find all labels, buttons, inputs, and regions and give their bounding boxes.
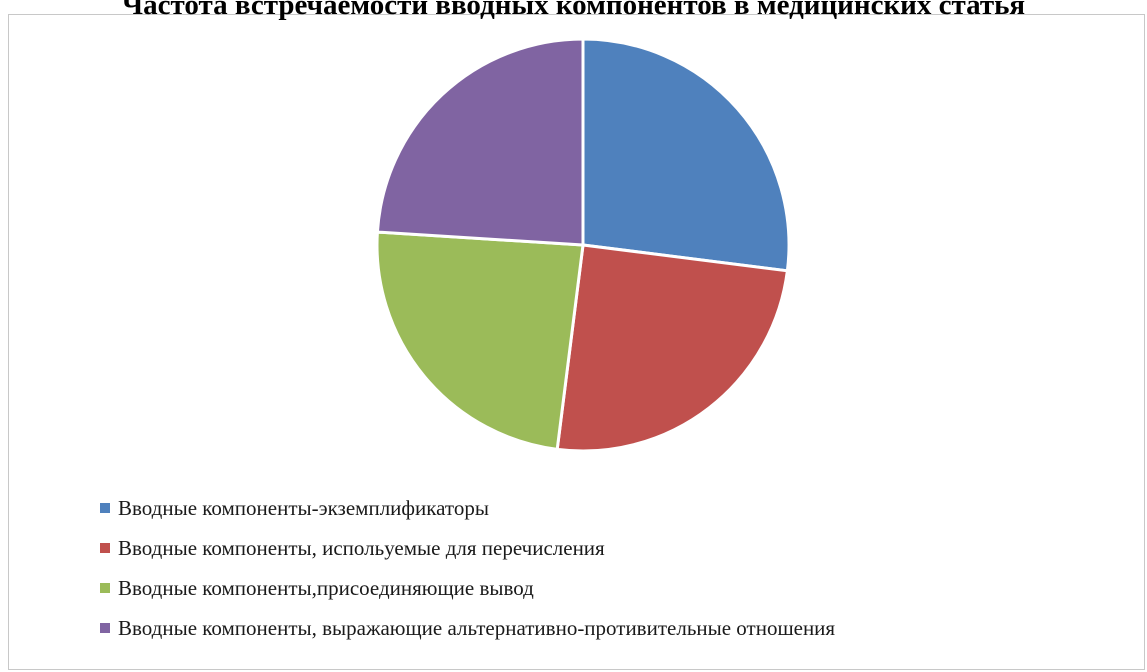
chart-title: Частота встречаемости вводных компоненто… [121,0,1026,21]
pie-slice-4 [375,37,585,247]
legend-label: Вводные компоненты-экземплификаторы [118,495,489,520]
legend-swatch-icon [100,503,110,513]
legend-item: Вводные компоненты, испольуемые для пере… [100,528,835,568]
legend-item: Вводные компоненты, выражающие альтернат… [100,608,835,648]
legend-swatch-icon [100,543,110,553]
legend-label: Вводные компоненты,присоединяющие вывод [118,575,534,600]
pie-slice-3 [375,230,585,451]
legend-label: Вводные компоненты, выражающие альтернат… [118,615,836,640]
legend-item: Вводные компоненты,присоединяющие вывод [100,568,835,608]
legend-item: Вводные компоненты-экземплификаторы [100,488,835,528]
chart-legend: Вводные компоненты-экземплификаторы Ввод… [100,488,835,648]
legend-swatch-icon [100,623,110,633]
pie-slice-2 [555,243,789,453]
pie-slice-1 [581,37,791,273]
legend-swatch-icon [100,583,110,593]
legend-label: Вводные компоненты, испольуемые для пере… [118,535,605,560]
